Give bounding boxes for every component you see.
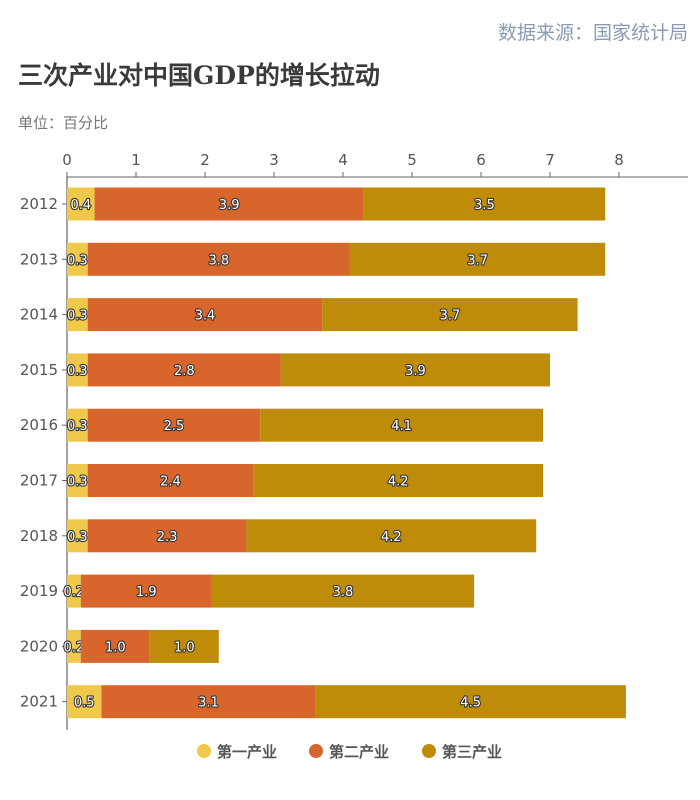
- legend-marker: [197, 744, 211, 758]
- x-tick-label: 0: [62, 151, 72, 169]
- bar-segment-1: [67, 464, 88, 497]
- data-label: 4.5: [460, 696, 481, 711]
- legend-label: 第二产业: [329, 743, 389, 761]
- y-tick-label: 2015: [20, 361, 58, 379]
- data-label: 0.3: [67, 309, 88, 324]
- bar-segment-3: [260, 408, 544, 442]
- data-label: 3.5: [474, 198, 495, 213]
- bar-segment-3: [280, 353, 550, 387]
- x-tick-label: 7: [545, 151, 555, 169]
- data-label: 0.3: [67, 475, 88, 490]
- data-label: 0.4: [70, 198, 91, 213]
- data-label: 4.1: [391, 419, 412, 434]
- data-label: 2.3: [157, 530, 178, 545]
- y-tick-label: 2021: [20, 693, 58, 711]
- data-label: 3.7: [467, 253, 488, 268]
- x-tick-label: 5: [407, 151, 417, 169]
- data-label: 3.1: [198, 696, 219, 711]
- bar-segment-2: [87, 408, 261, 442]
- legend-marker: [422, 744, 436, 758]
- y-tick-label: 2014: [20, 306, 58, 324]
- bar-segment-1: [67, 519, 88, 553]
- data-label: 3.9: [219, 198, 240, 213]
- data-label: 2.4: [160, 475, 181, 490]
- bar-segment-2: [87, 519, 247, 553]
- y-tick-label: 2012: [20, 195, 58, 213]
- y-tick-label: 2018: [20, 527, 58, 545]
- legend-label: 第一产业: [217, 743, 277, 761]
- bar-segment-1: [67, 242, 88, 276]
- bar-segment-1: [67, 408, 88, 442]
- data-label: 1.9: [136, 585, 157, 600]
- bar-segment-2: [87, 464, 254, 497]
- bar-segment-3: [363, 187, 606, 221]
- bar-segment-1: [67, 629, 81, 663]
- bar-segment-3: [246, 519, 537, 553]
- x-tick-label: 4: [338, 151, 348, 169]
- bar-segment-2: [80, 574, 212, 608]
- bar-segment-1: [67, 685, 102, 719]
- data-label: 3.7: [440, 309, 461, 324]
- bar-segment-2: [101, 685, 316, 719]
- legend-marker: [309, 744, 323, 758]
- bar-segment-2: [80, 629, 150, 663]
- bar-segment-3: [315, 685, 626, 719]
- bar-segment-1: [67, 187, 95, 221]
- y-tick-label: 2019: [20, 582, 58, 600]
- data-label: 2.8: [174, 364, 195, 379]
- data-label: 0.3: [67, 253, 88, 268]
- bar-segment-3: [211, 574, 475, 608]
- x-tick-label: 6: [476, 151, 486, 169]
- data-label: 4.2: [388, 475, 409, 490]
- data-label: 0.3: [67, 530, 88, 545]
- data-label: 3.4: [195, 309, 216, 324]
- y-tick-label: 2016: [20, 416, 58, 434]
- data-label: 2.5: [164, 419, 185, 434]
- data-label: 0.5: [74, 696, 95, 711]
- x-tick-label: 3: [269, 151, 279, 169]
- bar-segment-2: [87, 353, 281, 387]
- data-label: 3.8: [208, 253, 229, 268]
- data-label: 0.3: [67, 364, 88, 379]
- y-tick-label: 2017: [20, 472, 58, 490]
- y-tick-label: 2020: [20, 637, 58, 655]
- data-label: 4.2: [381, 530, 402, 545]
- unit-label: 单位：百分比: [18, 114, 109, 132]
- data-label: 1.0: [174, 640, 195, 655]
- bar-segment-3: [149, 629, 219, 663]
- bar-segment-1: [67, 574, 81, 608]
- bar-segment-1: [67, 353, 88, 387]
- chart-title: 三次产业对中国GDP的增长拉动: [18, 61, 380, 90]
- bar-segment-1: [67, 298, 88, 332]
- data-source: 数据来源：国家统计局: [497, 22, 688, 44]
- data-label: 0.2: [64, 585, 85, 600]
- data-label: 0.2: [64, 640, 85, 655]
- data-label: 3.8: [333, 585, 354, 600]
- bar-segment-3: [349, 242, 606, 276]
- bar-segment-2: [87, 298, 323, 332]
- bar-segment-2: [87, 242, 350, 276]
- data-label: 3.9: [405, 364, 426, 379]
- data-label: 0.3: [67, 419, 88, 434]
- legend-label: 第三产业: [442, 743, 502, 761]
- data-label: 1.0: [105, 640, 126, 655]
- x-tick-label: 2: [200, 151, 210, 169]
- bar-segment-3: [322, 298, 578, 332]
- bar-segment-2: [94, 187, 364, 221]
- y-tick-label: 2013: [20, 250, 58, 268]
- bar-segment-3: [253, 464, 544, 497]
- x-tick-label: 8: [614, 151, 624, 169]
- x-tick-label: 1: [131, 151, 141, 169]
